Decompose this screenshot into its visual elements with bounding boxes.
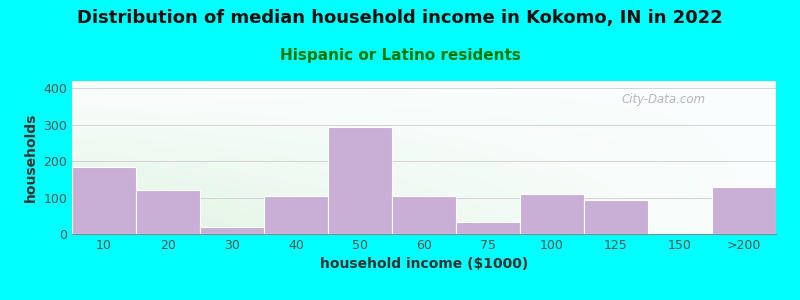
Bar [72,167,136,234]
Text: City-Data.com: City-Data.com [622,93,706,106]
Bar [520,194,584,234]
Bar [136,190,200,234]
Bar [392,196,456,234]
Text: Distribution of median household income in Kokomo, IN in 2022: Distribution of median household income … [77,9,723,27]
X-axis label: household income ($1000): household income ($1000) [320,257,528,272]
Y-axis label: households: households [24,113,38,202]
Bar [264,196,328,234]
Bar [328,127,392,234]
Bar [200,227,264,234]
Bar [712,188,776,234]
Bar [456,222,520,234]
Bar [584,200,648,234]
Text: Hispanic or Latino residents: Hispanic or Latino residents [279,48,521,63]
